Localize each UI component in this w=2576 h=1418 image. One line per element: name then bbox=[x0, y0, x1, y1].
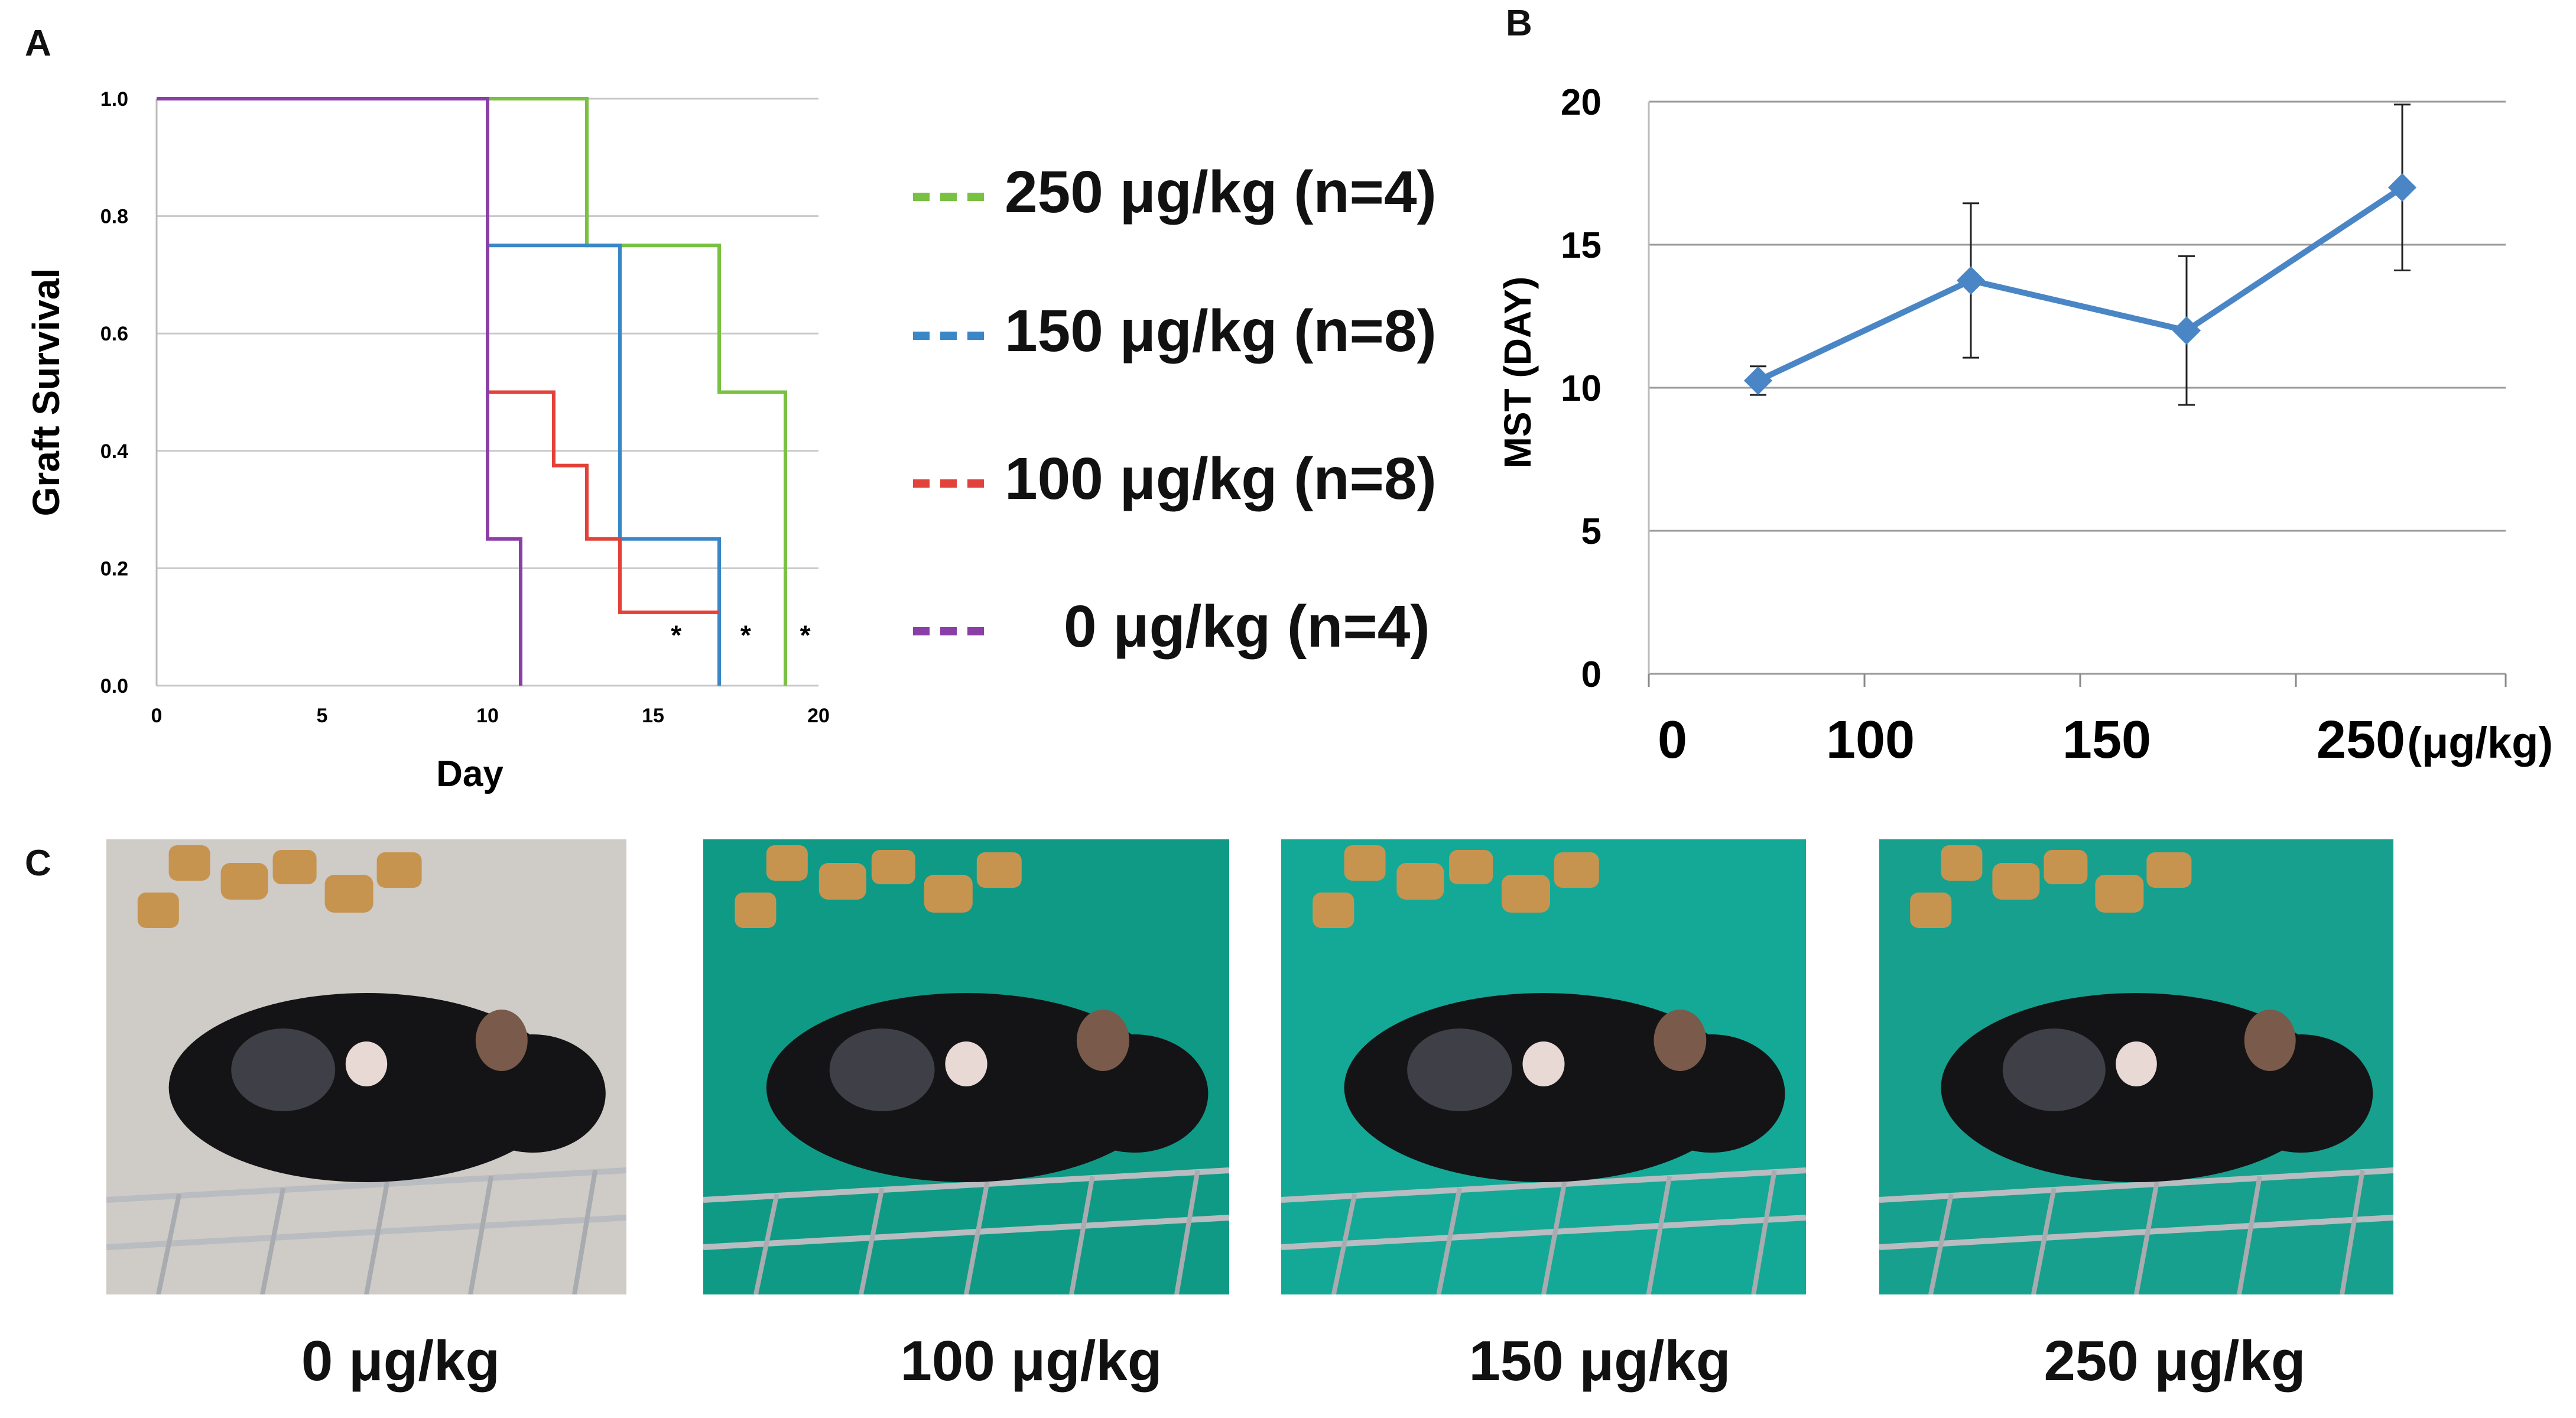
caption-dose: 0 bbox=[301, 1329, 349, 1393]
y-axis-label: Graft Survival bbox=[25, 268, 67, 517]
survival-curve bbox=[157, 97, 522, 686]
caption-unit: μg/kg bbox=[348, 1329, 501, 1393]
mst-chart: 0 5 10 15 20 0 100 150 250 (μg/kg) MST (DAY) bbox=[1496, 82, 2553, 770]
photo-caption: 150 μg/kg bbox=[1422, 1329, 1777, 1394]
x-tick-label: 0 bbox=[1658, 710, 1687, 770]
legend-label: 100 μg/kg (n=8) bbox=[1005, 446, 1437, 512]
y-tick-label: 0.4 bbox=[100, 440, 128, 463]
legend-label: 250 μg/kg (n=4) bbox=[1005, 159, 1437, 225]
data-point bbox=[2387, 173, 2417, 202]
caption-dose: 150 bbox=[1469, 1329, 1580, 1393]
caption-unit: μg/kg bbox=[1579, 1329, 1731, 1393]
data-point bbox=[2172, 316, 2201, 345]
x-tick-label: 20 bbox=[807, 705, 830, 727]
mouse-photo-icon bbox=[1879, 839, 2393, 1294]
y-tick-label: 0.0 bbox=[100, 675, 128, 697]
significance-marker: * bbox=[800, 619, 811, 650]
significance-marker: * bbox=[671, 619, 681, 650]
legend-swatch bbox=[913, 193, 984, 201]
survival-curve bbox=[157, 97, 787, 686]
photo-caption: 250 μg/kg bbox=[1997, 1329, 2352, 1394]
legend-label: 150 μg/kg (n=8) bbox=[1005, 298, 1437, 364]
mouse-photo-icon bbox=[106, 839, 626, 1294]
data-point bbox=[1743, 366, 1773, 395]
x-axis-label: Day bbox=[436, 754, 503, 794]
legend-swatch bbox=[913, 627, 984, 635]
x-tick-label: 100 bbox=[1826, 710, 1915, 770]
y-tick-label: 20 bbox=[1561, 82, 1602, 123]
y-tick-label: 0 bbox=[1581, 654, 1602, 695]
x-tick-label: 10 bbox=[476, 705, 499, 727]
panel-letter-b: B bbox=[1506, 3, 1532, 44]
y-tick-label: 0.2 bbox=[100, 557, 128, 580]
significance-marker: * bbox=[740, 619, 751, 650]
photo-caption: 0 μg/kg bbox=[223, 1329, 578, 1394]
x-tick-label: 250 bbox=[2317, 710, 2405, 770]
x-tick-label: 0 bbox=[151, 705, 163, 727]
legend-swatch bbox=[913, 332, 984, 340]
photo-caption: 100 μg/kg bbox=[854, 1329, 1209, 1394]
caption-dose: 250 bbox=[2044, 1329, 2155, 1393]
x-tick-label: 15 bbox=[642, 705, 664, 727]
y-tick-label: 0.8 bbox=[100, 206, 128, 228]
x-unit-label: (μg/kg) bbox=[2407, 718, 2553, 767]
legend-label: 0 μg/kg (n=4) bbox=[1064, 593, 1430, 660]
y-tick-label: 0.6 bbox=[100, 323, 128, 345]
mouse-photo-icon bbox=[1281, 839, 1806, 1294]
y-tick-label: 15 bbox=[1561, 225, 1602, 266]
x-tick-label: 5 bbox=[317, 705, 328, 727]
mouse-photo-icon bbox=[703, 839, 1229, 1294]
y-tick-label: 10 bbox=[1561, 368, 1602, 409]
caption-unit: μg/kg bbox=[1011, 1329, 1162, 1393]
caption-unit: μg/kg bbox=[2154, 1329, 2306, 1393]
panel-letter-a: A bbox=[25, 23, 51, 64]
data-point bbox=[1956, 266, 1986, 295]
survival-chart: 0.0 0.2 0.4 0.6 0.8 1.0 0 5 10 15 20 Day Graft Survi… bbox=[25, 88, 830, 794]
y-tick-label: 1.0 bbox=[100, 88, 128, 111]
y-axis-label: MST (DAY) bbox=[1496, 277, 1539, 469]
x-tick-label: 150 bbox=[2062, 710, 2151, 770]
y-tick-label: 5 bbox=[1581, 511, 1602, 552]
caption-dose: 100 bbox=[900, 1329, 1011, 1393]
legend-swatch bbox=[913, 479, 984, 488]
mst-line bbox=[1756, 185, 2404, 384]
panel-letter-c: C bbox=[25, 843, 51, 884]
